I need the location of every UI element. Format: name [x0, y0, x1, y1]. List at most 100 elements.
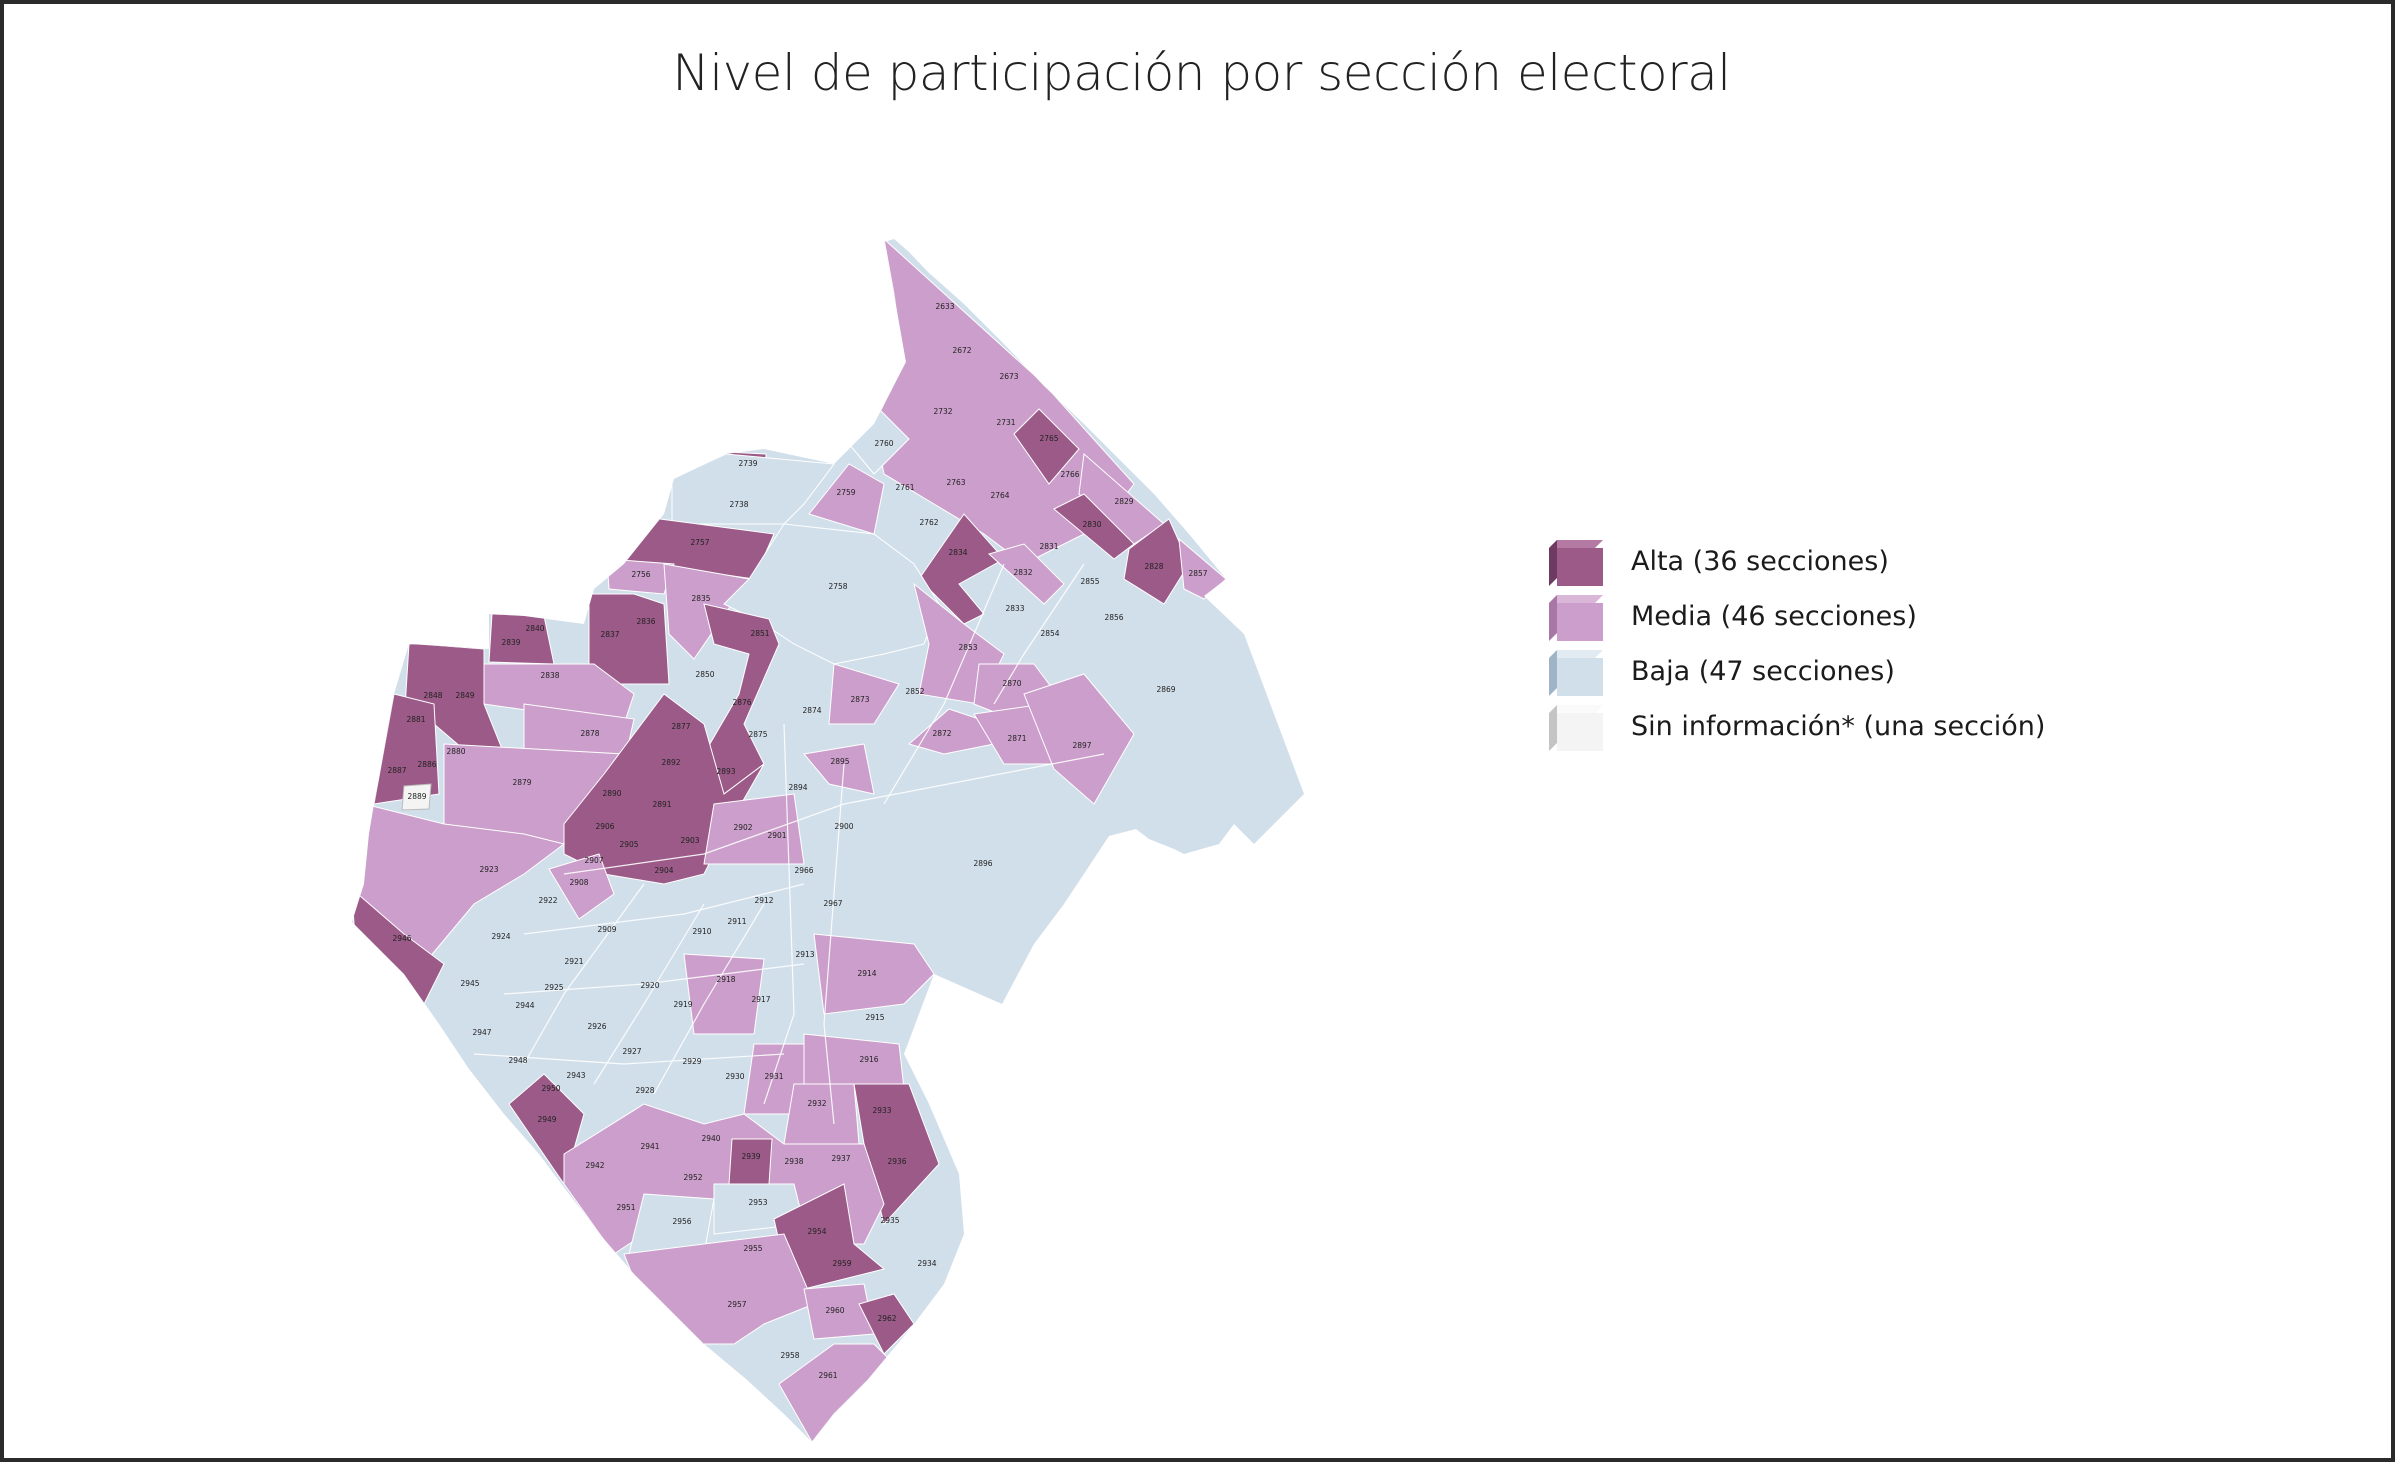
section-label-2850: 2850: [695, 670, 714, 679]
section-label-2956: 2956: [672, 1217, 691, 1226]
section-label-2855: 2855: [1080, 577, 1099, 586]
section-label-2960: 2960: [825, 1306, 844, 1315]
section-label-2731: 2731: [996, 418, 1015, 427]
legend-swatch-alta: [1549, 540, 1603, 586]
region-sin-2889: [401, 783, 432, 811]
section-label-2925: 2925: [544, 983, 563, 992]
section-label-2830: 2830: [1082, 520, 1101, 529]
section-labels: 2633 2672 2673 2732 2731 2765 2739 2760 2738 2759…: [387, 302, 1207, 1380]
section-label-2935: 2935: [880, 1216, 899, 1225]
section-label-2933: 2933: [872, 1106, 891, 1115]
section-label-2876: 2876: [732, 698, 751, 707]
section-label-2857: 2857: [1188, 569, 1207, 578]
section-label-2831: 2831: [1039, 542, 1058, 551]
section-label-2891: 2891: [652, 800, 671, 809]
section-label-2924: 2924: [491, 932, 510, 941]
section-label-2915: 2915: [865, 1013, 884, 1022]
section-label-2918: 2918: [716, 975, 735, 984]
section-label-2878: 2878: [580, 729, 599, 738]
section-label-2950: 2950: [541, 1084, 560, 1093]
section-label-2832: 2832: [1013, 568, 1032, 577]
section-label-2756: 2756: [631, 570, 650, 579]
section-label-2921: 2921: [564, 957, 583, 966]
section-label-2856: 2856: [1104, 613, 1123, 622]
region-alta-2939: [728, 1138, 773, 1185]
electoral-sections-map: 2633 2672 2673 2732 2731 2765 2739 2760 2738 2759…: [352, 239, 1304, 1442]
legend-label-alta: Alta (36 secciones): [1631, 546, 1889, 577]
section-label-2926: 2926: [587, 1022, 606, 1031]
section-label-2848: 2848: [423, 691, 442, 700]
region-media-2918: [683, 953, 765, 1035]
section-label-2958: 2958: [780, 1351, 799, 1360]
section-label-2761: 2761: [895, 483, 914, 492]
section-label-2927: 2927: [622, 1047, 641, 1056]
section-label-2879: 2879: [512, 778, 531, 787]
section-label-2738: 2738: [729, 500, 748, 509]
region-media-2759: [808, 463, 885, 535]
section-label-2633: 2633: [935, 302, 954, 311]
section-label-2760: 2760: [874, 439, 893, 448]
section-label-2949: 2949: [537, 1115, 556, 1124]
section-label-2834: 2834: [948, 548, 967, 557]
section-label-2928: 2928: [635, 1086, 654, 1095]
section-label-2886: 2886: [417, 760, 436, 769]
section-label-2829: 2829: [1114, 497, 1133, 506]
region-media-2932: [783, 1083, 860, 1145]
section-label-2931: 2931: [764, 1072, 783, 1081]
region-media-2914: [813, 933, 935, 1015]
section-label-2938: 2938: [784, 1157, 803, 1166]
section-label-2895: 2895: [830, 757, 849, 766]
section-label-2944: 2944: [515, 1001, 534, 1010]
section-label-2906: 2906: [595, 822, 614, 831]
region-alta-2828: [1123, 518, 1190, 605]
section-label-2732: 2732: [933, 407, 952, 416]
section-label-2903: 2903: [680, 836, 699, 845]
section-label-2873: 2873: [850, 695, 869, 704]
section-label-2853: 2853: [958, 643, 977, 652]
section-label-2870: 2870: [1002, 679, 1021, 688]
section-label-2833: 2833: [1005, 604, 1024, 613]
legend-label-sin: Sin información* (una sección): [1631, 711, 2046, 742]
section-label-2901: 2901: [767, 831, 786, 840]
section-label-2900: 2900: [834, 822, 853, 831]
section-label-2762: 2762: [919, 518, 938, 527]
section-label-2887: 2887: [387, 766, 406, 775]
section-label-2673: 2673: [999, 372, 1018, 381]
section-label-2957: 2957: [727, 1300, 746, 1309]
region-media-2895: [803, 743, 875, 795]
region-media-2832: [987, 543, 1065, 605]
section-label-2851: 2851: [750, 629, 769, 638]
section-label-2739: 2739: [738, 459, 757, 468]
section-label-2849: 2849: [455, 691, 474, 700]
legend-swatch-media: [1549, 595, 1603, 641]
section-label-2912: 2912: [754, 896, 773, 905]
section-label-2940: 2940: [701, 1134, 720, 1143]
section-label-2874: 2874: [802, 706, 821, 715]
section-label-2905: 2905: [619, 840, 638, 849]
section-label-2909: 2909: [597, 925, 616, 934]
section-label-2766: 2766: [1060, 470, 1079, 479]
section-label-2966: 2966: [794, 866, 813, 875]
section-label-2828: 2828: [1144, 562, 1163, 571]
region-media-2873: [828, 663, 900, 725]
section-label-2923: 2923: [479, 865, 498, 874]
section-label-2945: 2945: [460, 979, 479, 988]
section-label-2838: 2838: [540, 671, 559, 680]
section-label-2951: 2951: [616, 1203, 635, 1212]
section-label-2913: 2913: [795, 950, 814, 959]
section-label-2919: 2919: [673, 1000, 692, 1009]
legend-swatch-baja: [1549, 650, 1603, 696]
section-label-2872: 2872: [932, 729, 951, 738]
section-label-2840: 2840: [525, 624, 544, 633]
section-label-2765: 2765: [1039, 434, 1058, 443]
section-label-2854: 2854: [1040, 629, 1059, 638]
section-label-2869: 2869: [1156, 685, 1175, 694]
section-label-2954: 2954: [807, 1227, 826, 1236]
section-label-2942: 2942: [585, 1161, 604, 1170]
section-label-2941: 2941: [640, 1142, 659, 1151]
region-alta-2765: [1013, 408, 1080, 485]
section-label-2961: 2961: [818, 1371, 837, 1380]
legend-label-baja: Baja (47 secciones): [1631, 656, 1895, 687]
section-label-2907: 2907: [584, 856, 603, 865]
section-label-2929: 2929: [682, 1057, 701, 1066]
